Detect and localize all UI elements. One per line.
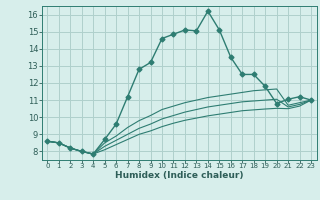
X-axis label: Humidex (Indice chaleur): Humidex (Indice chaleur) [115,171,244,180]
